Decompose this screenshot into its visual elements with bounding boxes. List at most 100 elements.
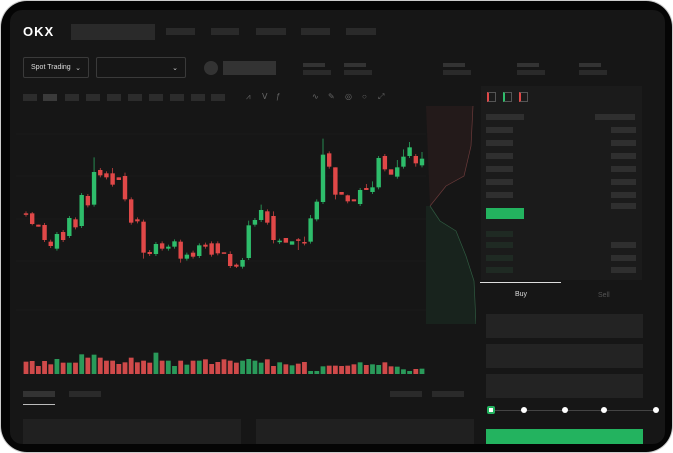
both-sides-icon[interactable]	[487, 92, 496, 102]
total-input[interactable]	[486, 374, 643, 398]
candle-down	[122, 176, 128, 200]
pair-select[interactable]: ⌄	[96, 57, 186, 78]
candle-down	[382, 156, 388, 170]
candle-up	[376, 158, 381, 188]
nav-item[interactable]	[301, 28, 330, 35]
candle-down	[104, 173, 109, 178]
interval-button[interactable]	[191, 94, 205, 101]
candle-down	[29, 213, 35, 224]
volume-bar	[283, 364, 289, 374]
candle-up	[320, 154, 326, 202]
nav-item[interactable]	[256, 28, 286, 35]
volume-bar	[264, 359, 270, 374]
candle-down	[48, 241, 53, 246]
volume-bar	[122, 362, 128, 374]
buy-button[interactable]	[486, 429, 643, 444]
interval-button[interactable]	[128, 94, 142, 101]
interval-button[interactable]	[149, 94, 163, 101]
volume-bar	[23, 361, 29, 374]
circle-icon[interactable]: ○	[362, 92, 367, 101]
candle-up	[246, 225, 251, 258]
candle-up	[79, 195, 84, 226]
bid-price	[486, 267, 513, 273]
tab-sell[interactable]: Sell	[598, 292, 610, 299]
asks-only-icon[interactable]	[519, 92, 528, 102]
pencil-icon[interactable]: ✎	[328, 92, 335, 101]
candle-down	[60, 232, 66, 240]
target-icon[interactable]: ◎	[345, 92, 352, 101]
stat-value	[443, 70, 471, 75]
search-bar[interactable]	[71, 24, 155, 40]
volume-bar	[104, 360, 109, 374]
stat-value	[303, 70, 331, 75]
stat-label	[344, 63, 366, 67]
okx-logo: OKX	[23, 24, 55, 39]
slider-step[interactable]	[521, 407, 527, 413]
slider-track[interactable]	[490, 410, 657, 411]
line-style-icon[interactable]: ⩘	[246, 92, 251, 101]
volume-bar	[116, 364, 122, 374]
interval-button[interactable]	[170, 94, 184, 101]
candle-up	[172, 241, 177, 247]
volume-bar	[209, 364, 215, 374]
candle-down	[178, 241, 183, 259]
volume-bar	[29, 361, 35, 374]
volume-bar	[326, 365, 332, 374]
indicator-icon[interactable]: ᐯ	[262, 92, 268, 101]
interval-button[interactable]	[107, 94, 121, 101]
bids-only-icon[interactable]	[503, 92, 512, 102]
candle-down	[271, 216, 276, 240]
candle-down	[283, 238, 289, 243]
volume-bar	[227, 360, 233, 374]
volume-bar	[233, 362, 239, 374]
trend-line-icon[interactable]: ∿	[312, 92, 319, 101]
market-type-select[interactable]: Spot Trading ⌄	[23, 57, 89, 78]
ask-amount	[611, 203, 636, 209]
active-tab-underline	[480, 282, 561, 283]
volume-bar	[147, 362, 153, 374]
candle-down	[227, 254, 233, 266]
candle-up	[258, 210, 264, 220]
candle-down	[209, 243, 214, 255]
candle-down	[265, 211, 270, 223]
candle-down	[42, 225, 47, 240]
candle-down	[413, 156, 419, 164]
amount-input[interactable]	[486, 344, 643, 368]
last-price	[486, 208, 524, 219]
candle-down	[159, 243, 165, 249]
candle-down	[215, 243, 221, 254]
nav-item[interactable]	[166, 28, 195, 35]
slider-step[interactable]	[601, 407, 607, 413]
expand-icon[interactable]: ⤢	[378, 92, 385, 101]
tab-buy[interactable]: Buy	[515, 291, 528, 298]
interval-button[interactable]	[23, 94, 37, 101]
ask-amount	[611, 140, 636, 146]
slider-step[interactable]	[562, 407, 568, 413]
interval-button[interactable]	[65, 94, 79, 101]
tab-open-orders[interactable]	[23, 391, 55, 397]
candle-up	[252, 220, 258, 225]
slider-handle[interactable]	[487, 406, 495, 414]
ask-amount	[611, 192, 636, 198]
volume-bar	[289, 365, 295, 374]
volume-bar	[178, 360, 184, 374]
slider-step[interactable]	[653, 407, 659, 413]
candle-down	[98, 170, 103, 176]
candle-down	[221, 252, 227, 254]
filter-button[interactable]	[432, 391, 464, 397]
candlestick-chart[interactable]	[16, 106, 426, 374]
interval-button[interactable]	[43, 94, 57, 101]
nav-item[interactable]	[211, 28, 239, 35]
nav-item[interactable]	[346, 28, 376, 35]
bid-price	[486, 231, 513, 237]
filter-button[interactable]	[390, 391, 422, 397]
volume-bar	[332, 365, 338, 374]
volume-bar	[141, 360, 146, 374]
fx-icon[interactable]: ƒ	[276, 92, 281, 101]
price-input[interactable]	[486, 314, 643, 338]
bid-amount	[611, 267, 636, 273]
interval-button[interactable]	[211, 94, 225, 101]
volume-bar	[376, 365, 382, 374]
tab-order-history[interactable]	[69, 391, 101, 397]
interval-button[interactable]	[86, 94, 100, 101]
